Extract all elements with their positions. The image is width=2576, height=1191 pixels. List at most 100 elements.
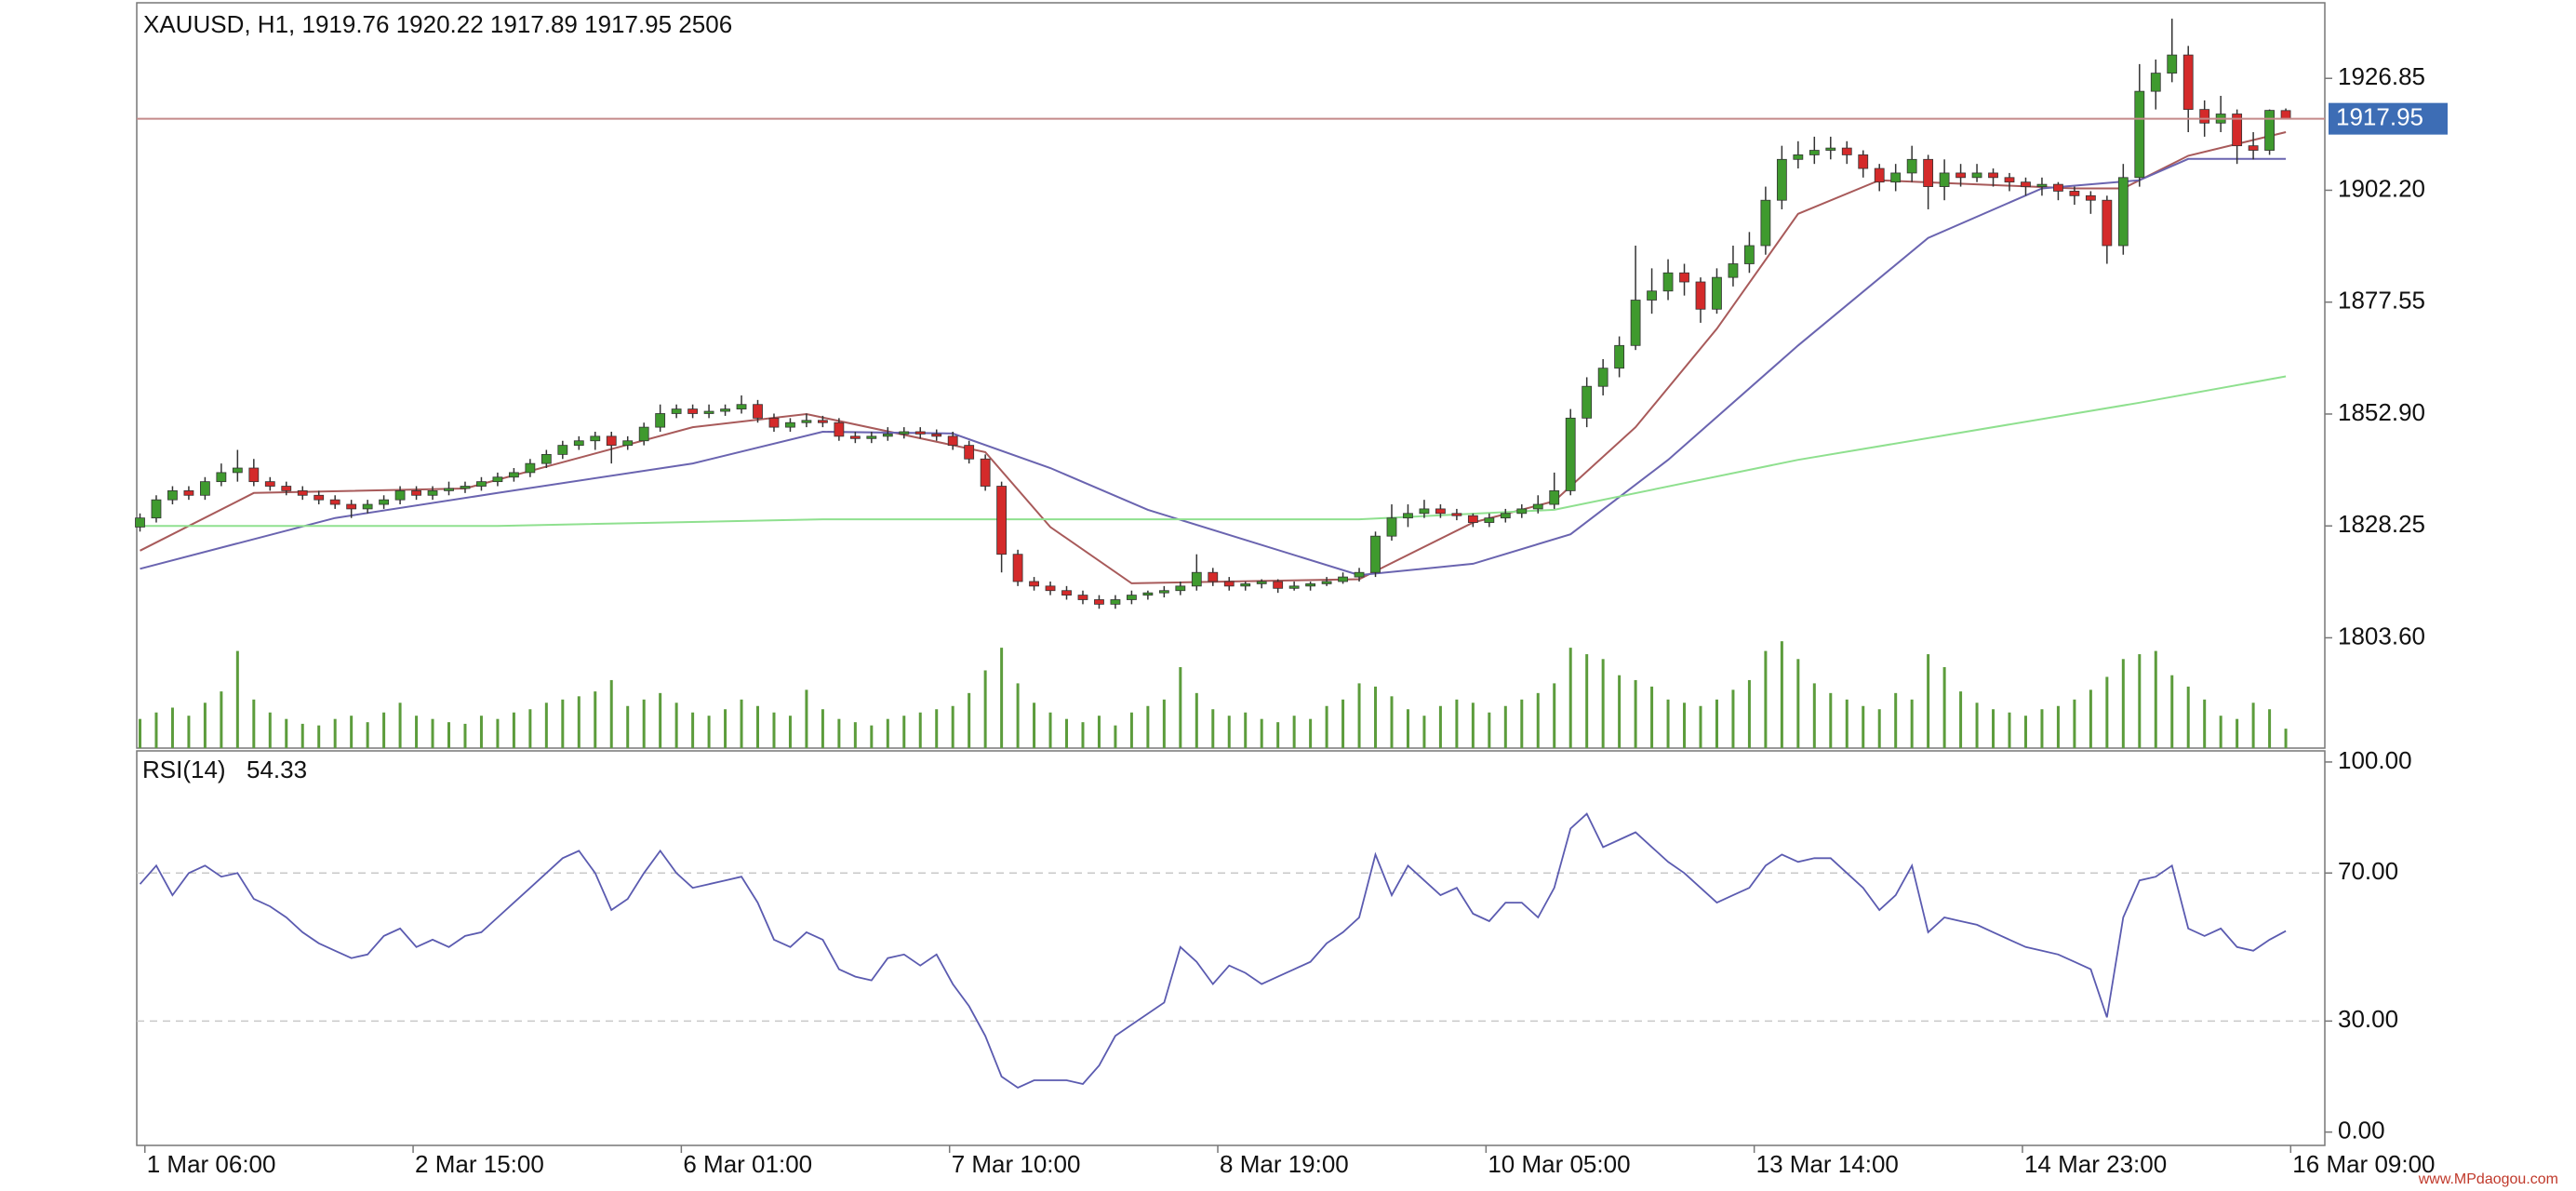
volume-bar: [1455, 699, 1459, 748]
volume-bar: [968, 692, 971, 748]
x-tick-label: 1 Mar 06:00: [147, 1150, 276, 1178]
candle-body: [1712, 276, 1722, 310]
candle-body: [2004, 177, 2015, 183]
candle-body: [1825, 147, 1836, 151]
candle-body: [622, 440, 634, 447]
volume-bar: [1829, 692, 1833, 748]
volume-bar: [2251, 703, 2255, 748]
candle-body: [1094, 599, 1104, 605]
volume-bar: [1992, 709, 1995, 748]
candle-body: [1582, 385, 1593, 419]
volume-bar: [1146, 705, 1150, 748]
y-tick-label: 1828.25: [2338, 510, 2425, 538]
volume-bar: [268, 712, 272, 748]
candle-body: [964, 445, 975, 460]
volume-bar: [2219, 716, 2222, 748]
y-tick-label: 1926.85: [2338, 62, 2425, 90]
volume-bar: [1520, 699, 1524, 748]
y-tick-label: 70.00: [2338, 857, 2398, 885]
volume-bar: [187, 716, 191, 748]
candle-body: [655, 413, 666, 428]
candle-body: [1061, 590, 1072, 596]
volume-bar: [1325, 705, 1328, 748]
candle-body: [638, 426, 649, 442]
volume-bar: [2138, 654, 2142, 748]
candle-body: [671, 408, 682, 414]
candle-body: [1890, 172, 1902, 183]
volume-bar: [788, 716, 792, 748]
candle-body: [379, 499, 390, 505]
candle-body: [720, 408, 730, 412]
candle-body: [1435, 508, 1446, 515]
candle-body: [2117, 177, 2129, 247]
volume-bar: [2040, 709, 2044, 748]
candle-body: [1955, 172, 1966, 179]
volume-bar: [1975, 703, 1979, 748]
candle-body: [899, 431, 910, 435]
candle-body: [541, 453, 552, 464]
volume-bar: [1927, 654, 1930, 748]
candle-body: [801, 420, 812, 423]
watermark: www.MPdaogou.com: [2418, 1171, 2558, 1187]
candle-body: [1484, 517, 1495, 523]
moving-average: [140, 375, 2287, 528]
y-tick-label: 1803.60: [2338, 622, 2425, 649]
candle-body: [2167, 54, 2178, 74]
candle-body: [1597, 368, 1608, 387]
volume-bar: [1114, 725, 1117, 748]
candle-body: [248, 467, 260, 483]
volume-bar: [1731, 689, 1735, 748]
candle-body: [1532, 503, 1543, 510]
candle-body: [1077, 595, 1088, 600]
candle-body: [183, 490, 194, 496]
x-tick-label: 8 Mar 19:00: [1220, 1150, 1349, 1178]
volume-bar: [463, 723, 467, 748]
candle-body: [281, 486, 292, 491]
volume-bar: [220, 691, 223, 748]
price-label: 1917.95: [2336, 103, 2423, 131]
volume-bar: [2008, 712, 2011, 748]
volume-bar: [659, 692, 662, 748]
volume-bar: [235, 650, 239, 748]
candle-body: [849, 435, 861, 439]
volume-bar: [1666, 699, 1670, 748]
volume-bar: [1292, 716, 1296, 748]
x-tick-label: 14 Mar 23:00: [2024, 1150, 2167, 1178]
candle-body: [444, 488, 454, 491]
candle-body: [1793, 154, 1804, 160]
x-tick-label: 6 Mar 01:00: [683, 1150, 812, 1178]
candle-body: [2150, 73, 2161, 92]
candle-body: [818, 420, 828, 423]
y-tick-label: 1852.90: [2338, 398, 2425, 426]
candle-body: [394, 490, 406, 501]
volume-bar: [1585, 654, 1589, 748]
candle-body: [1223, 581, 1235, 587]
x-tick-label: 10 Mar 05:00: [1488, 1150, 1630, 1178]
candle-body: [1370, 535, 1381, 573]
candle-body: [1565, 417, 1576, 491]
candle-body: [687, 408, 699, 414]
candle-body: [2085, 194, 2096, 201]
candle-body: [1110, 599, 1121, 605]
volume-bar: [2170, 675, 2174, 748]
y-tick-label: 1902.20: [2338, 174, 2425, 202]
volume-bar: [756, 705, 760, 748]
volume-bar: [772, 712, 776, 748]
volume-bar: [1618, 675, 1622, 748]
volume-bar: [2089, 689, 2092, 748]
volume-bar: [1536, 692, 1540, 748]
candle-body: [1549, 490, 1560, 505]
candle-body: [1760, 199, 1771, 247]
candle-body: [1158, 590, 1169, 594]
volume-bar: [1390, 696, 1394, 748]
candle-body: [1045, 585, 1056, 592]
volume-bar: [1260, 718, 1263, 748]
volume-bar: [1438, 705, 1442, 748]
candle-body: [947, 435, 958, 447]
candle-body: [297, 490, 308, 496]
candle-body: [606, 435, 617, 447]
volume-bar: [902, 716, 906, 748]
candle-body: [2134, 90, 2145, 179]
volume-bar: [1097, 716, 1101, 748]
candle-body: [2199, 109, 2210, 124]
